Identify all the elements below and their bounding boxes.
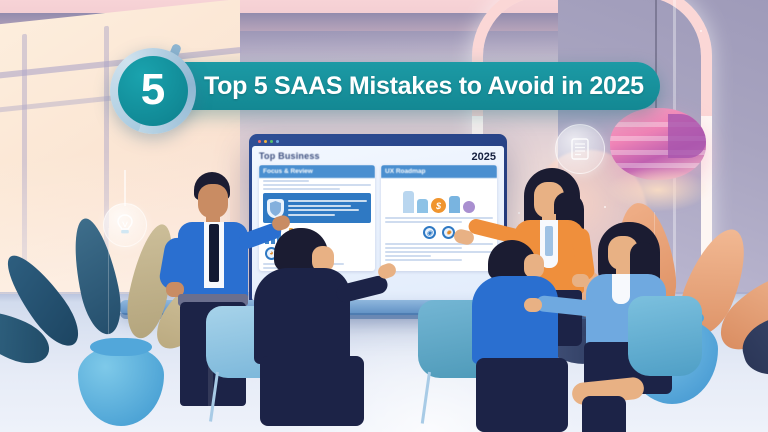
presenter-standing-man bbox=[157, 172, 292, 406]
people-icon-row: $ bbox=[381, 183, 497, 213]
seated-man-dark-suit bbox=[250, 228, 398, 432]
user-icon bbox=[449, 196, 460, 213]
screen-year: 2025 bbox=[471, 151, 496, 163]
shield-icon bbox=[267, 198, 284, 218]
slide-card-right[interactable]: UX Roadmap $ ◉ ✹ bbox=[381, 165, 497, 271]
document-icon[interactable] bbox=[555, 124, 605, 174]
left-card-hero bbox=[263, 193, 371, 223]
lamp-light-glow bbox=[606, 168, 710, 212]
conference-table-edge bbox=[120, 313, 650, 319]
lightbulb-icon[interactable] bbox=[103, 203, 147, 247]
document-glyph bbox=[571, 138, 589, 160]
monitor-window-controls bbox=[252, 137, 504, 146]
sparkle bbox=[700, 30, 702, 32]
chair-right[interactable] bbox=[628, 296, 702, 376]
sparkle bbox=[518, 212, 520, 214]
lightbulb-connector bbox=[124, 170, 126, 206]
scarf bbox=[545, 226, 553, 256]
lamp-cord bbox=[655, 0, 657, 112]
page-title: Top 5 SAAS Mistakes to Avoid in 2025 bbox=[204, 71, 644, 100]
title-banner: Top 5 SAAS Mistakes to Avoid in 2025 bbox=[148, 62, 660, 110]
badge-number-circle: 5 bbox=[118, 56, 188, 126]
screen-title: Top Business bbox=[259, 151, 320, 161]
lightbulb-glyph bbox=[117, 214, 133, 234]
user-icon bbox=[417, 199, 428, 213]
left-card-header: Focus & Review bbox=[259, 165, 375, 178]
architectural-arch-tint bbox=[472, 0, 712, 116]
sparkle bbox=[604, 206, 606, 208]
accent-circle bbox=[463, 201, 475, 213]
seated-man-blue-shirt bbox=[470, 240, 580, 432]
badge-number: 5 bbox=[140, 64, 166, 114]
potted-plant-left bbox=[0, 214, 263, 426]
user-icon bbox=[403, 191, 414, 213]
left-card-hero-lines bbox=[288, 198, 367, 219]
globe-icon[interactable]: ◉ bbox=[423, 226, 436, 239]
necktie bbox=[209, 224, 219, 282]
right-card-header: UX Roadmap bbox=[381, 165, 497, 178]
coin-icon: $ bbox=[431, 198, 446, 213]
